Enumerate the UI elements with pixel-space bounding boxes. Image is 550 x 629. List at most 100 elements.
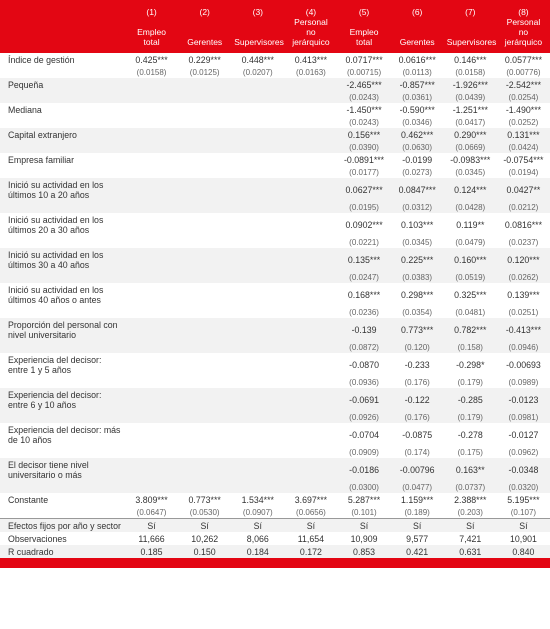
row-label: Mediana xyxy=(0,103,125,116)
cell: -1.926*** xyxy=(444,78,497,91)
cell: (0.0630) xyxy=(391,141,444,153)
row-label: Inició su actividad en los últimos 10 a … xyxy=(0,178,125,201)
cell xyxy=(284,458,337,481)
cell: Sí xyxy=(284,519,337,533)
cell: (0.0251) xyxy=(497,306,550,318)
cell: -0.0127 xyxy=(497,423,550,446)
col-num: (6) xyxy=(391,2,444,18)
cell: 3.809*** xyxy=(125,493,178,506)
cell: 10,909 xyxy=(338,532,391,545)
cell: (0.0936) xyxy=(338,376,391,388)
cell: (0.101) xyxy=(338,506,391,519)
cell xyxy=(231,248,284,271)
cell xyxy=(231,458,284,481)
col-head: Supervisores xyxy=(231,17,284,53)
cell xyxy=(178,458,231,481)
cell: (0.0647) xyxy=(125,506,178,519)
cell: 0.298*** xyxy=(391,283,444,306)
cell xyxy=(231,423,284,446)
cell: 0.135*** xyxy=(338,248,391,271)
cell xyxy=(284,91,337,103)
cell xyxy=(125,78,178,91)
cell: (0.0346) xyxy=(391,116,444,128)
cell: Sí xyxy=(338,519,391,533)
cell: (0.0300) xyxy=(338,481,391,493)
cell: 5.195*** xyxy=(497,493,550,506)
cell: (0.0113) xyxy=(391,66,444,78)
row-label: Observaciones xyxy=(0,532,125,545)
cell: 0.225*** xyxy=(391,248,444,271)
cell xyxy=(178,423,231,446)
table: (1)(2)(3)(4)(5)(6)(7)(8) EmpleototalGere… xyxy=(0,0,550,558)
cell xyxy=(231,376,284,388)
cell: -0.413*** xyxy=(497,318,550,341)
cell: 0.160*** xyxy=(444,248,497,271)
cell xyxy=(178,178,231,201)
row-label xyxy=(0,201,125,213)
cell xyxy=(125,481,178,493)
cell xyxy=(284,128,337,141)
cell: -0.298* xyxy=(444,353,497,376)
cell: -1.251*** xyxy=(444,103,497,116)
cell xyxy=(178,103,231,116)
cell xyxy=(178,388,231,411)
thead: (1)(2)(3)(4)(5)(6)(7)(8) EmpleototalGere… xyxy=(0,2,550,54)
cell: (0.0262) xyxy=(497,271,550,283)
cell: -0.0348 xyxy=(497,458,550,481)
cell xyxy=(178,353,231,376)
cell: Sí xyxy=(497,519,550,533)
cell: -0.0754*** xyxy=(497,153,550,166)
cell xyxy=(125,411,178,423)
cell xyxy=(284,446,337,458)
col-head: Gerentes xyxy=(391,17,444,53)
cell: (0.0737) xyxy=(444,481,497,493)
cell: (0.0345) xyxy=(444,166,497,178)
cell: 0.184 xyxy=(231,545,284,558)
cell xyxy=(125,318,178,341)
row-label xyxy=(0,141,125,153)
row-label xyxy=(0,116,125,128)
row-label xyxy=(0,166,125,178)
cell xyxy=(231,78,284,91)
cell: (0.0656) xyxy=(284,506,337,519)
cell: 3.697*** xyxy=(284,493,337,506)
cell: (0.0221) xyxy=(338,236,391,248)
col-head: Empleototal xyxy=(125,17,178,53)
cell: 0.139*** xyxy=(497,283,550,306)
cell xyxy=(125,213,178,236)
cell: (0.0207) xyxy=(231,66,284,78)
cell xyxy=(231,271,284,283)
cell: 8,066 xyxy=(231,532,284,545)
cell: 0.290*** xyxy=(444,128,497,141)
cell: 0.773*** xyxy=(391,318,444,341)
cell xyxy=(125,153,178,166)
cell xyxy=(231,446,284,458)
cell: 0.853 xyxy=(338,545,391,558)
cell: 0.448*** xyxy=(231,53,284,66)
cell: (0.0669) xyxy=(444,141,497,153)
cell xyxy=(178,248,231,271)
cell: -0.0983*** xyxy=(444,153,497,166)
cell: 0.773*** xyxy=(178,493,231,506)
row-label xyxy=(0,411,125,423)
col-num: (8) xyxy=(497,2,550,18)
col-num: (1) xyxy=(125,2,178,18)
cell xyxy=(231,213,284,236)
cell xyxy=(125,128,178,141)
cell xyxy=(284,411,337,423)
cell: (0.0481) xyxy=(444,306,497,318)
cell: -0.0123 xyxy=(497,388,550,411)
cell: 0.0816*** xyxy=(497,213,550,236)
col-head: Empleototal xyxy=(338,17,391,53)
bottom-bar xyxy=(0,558,550,568)
cell xyxy=(125,248,178,271)
cell xyxy=(178,201,231,213)
cell: -0.590*** xyxy=(391,103,444,116)
cell: (0.0477) xyxy=(391,481,444,493)
cell xyxy=(178,481,231,493)
cell: -0.139 xyxy=(338,318,391,341)
cell xyxy=(125,236,178,248)
row-label: Índice de gestión xyxy=(0,53,125,66)
cell: 0.168*** xyxy=(338,283,391,306)
cell xyxy=(284,388,337,411)
